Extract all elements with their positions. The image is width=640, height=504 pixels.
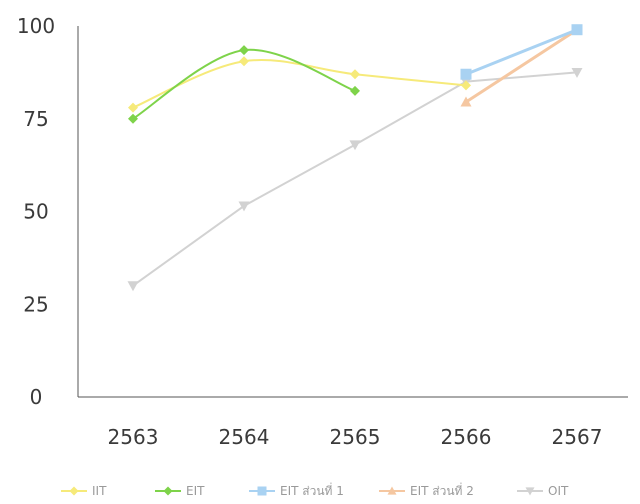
legend-label: IIT [92, 484, 107, 498]
series-line-iit-0 [132, 59, 467, 109]
x-tick-label: 2566 [441, 425, 492, 449]
data-point-iit-0 [461, 80, 471, 91]
data-point-eit-1 [350, 85, 360, 96]
legend-label: EIT ส่วนที่ 2 [410, 482, 474, 498]
series-markers [127, 24, 583, 292]
x-tick-label: 2564 [219, 425, 270, 449]
legend-swatch-marker [69, 486, 79, 496]
legend: IIT EIT EIT ส่วนที่ 1 EIT ส่วนที่ 2 OIT [61, 482, 569, 498]
data-point-oit-4 [127, 281, 139, 292]
legend-swatch-marker [257, 486, 267, 496]
data-point-eit-1 [239, 45, 249, 56]
axes [77, 26, 628, 398]
data-point-oit-4 [571, 67, 583, 78]
legend-label: EIT [186, 484, 205, 498]
series-line-eit-1-2 [464, 28, 579, 76]
data-point-oit-4 [238, 201, 250, 212]
data-point-eit-1-2 [460, 68, 472, 80]
data-point-iit-0 [350, 69, 360, 80]
series-line-oit-4 [132, 71, 578, 287]
legend-swatch-marker [525, 487, 535, 496]
series-line-eit-2-3 [464, 28, 579, 104]
data-point-eit-1-2 [571, 24, 583, 36]
data-point-eit-2-3 [460, 96, 472, 107]
y-tick-label: 75 [23, 107, 48, 131]
y-tick-label: 25 [23, 292, 48, 316]
series-lines [132, 28, 579, 287]
legend-item-4: OIT [517, 484, 569, 498]
legend-swatch-marker [387, 486, 397, 495]
legend-item-2: EIT ส่วนที่ 1 [249, 482, 344, 498]
legend-label: EIT ส่วนที่ 1 [280, 482, 344, 498]
x-tick-label: 2567 [552, 425, 603, 449]
data-point-iit-0 [128, 102, 138, 113]
legend-item-3: EIT ส่วนที่ 2 [379, 482, 474, 498]
y-tick-label: 100 [17, 14, 55, 38]
y-axis-tick-labels: 0 25 50 75 100 [17, 14, 55, 409]
legend-item-1: EIT [155, 484, 205, 498]
data-point-iit-0 [239, 56, 249, 67]
x-axis-tick-labels: 2563 2564 2565 2566 2567 [108, 425, 603, 449]
x-tick-label: 2563 [108, 425, 159, 449]
y-tick-label: 50 [23, 200, 48, 224]
x-tick-label: 2565 [330, 425, 381, 449]
data-point-eit-1 [128, 113, 138, 124]
data-point-oit-4 [349, 140, 361, 151]
legend-label: OIT [548, 484, 569, 498]
legend-swatch-marker [163, 486, 173, 496]
y-tick-label: 0 [30, 385, 43, 409]
legend-item-0: IIT [61, 484, 107, 498]
